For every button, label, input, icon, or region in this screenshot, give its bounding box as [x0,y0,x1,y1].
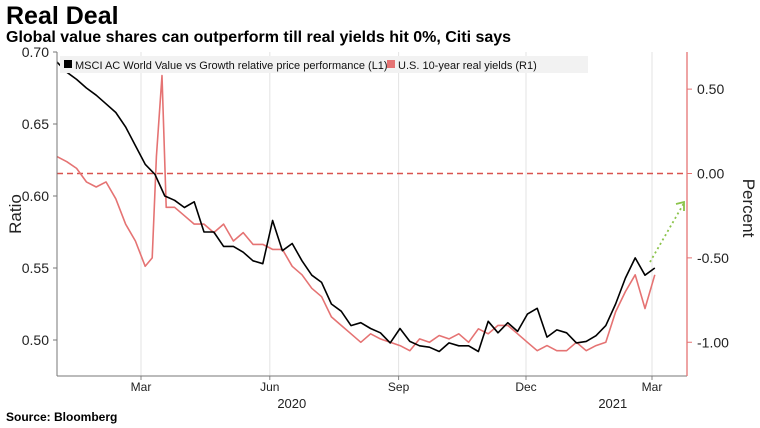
x-year-label: 2021 [598,396,627,411]
y-left-tick-label: 0.65 [22,116,49,132]
legend-label-value-growth: MSCI AC World Value vs Growth relative p… [75,60,388,72]
y-left-tick-label: 0.55 [22,260,49,276]
source-note: Source: Bloomberg [6,410,118,424]
y-left-axis-title: Ratio [6,194,25,234]
trend-arrow-head [675,200,685,211]
y-right-tick-label: 0.50 [697,81,724,97]
trend-arrow-annotation [649,200,685,263]
real-yields-series [56,74,656,352]
legend-background [60,56,588,73]
legend-swatch-real-yields [387,60,395,68]
real-yields-line [56,74,656,352]
axes [53,51,692,380]
y-right-tick-label: -0.50 [697,250,729,266]
legend-label-real-yields: U.S. 10-year real yields (R1) [398,60,537,72]
x-tick-label: Mar [642,380,663,394]
x-tick-label: Jun [260,380,279,394]
chart-title: Real Deal [6,2,119,30]
y-right-axis-title: Percent [739,179,758,238]
x-tick-label: Mar [131,380,152,394]
y-left-tick-label: 0.70 [22,44,49,60]
x-tick-label: Dec [515,380,536,394]
vertical-gridlines [140,52,653,376]
legend-swatch-value-growth [64,60,72,68]
chart-subtitle: Global value shares can outperform till … [6,29,512,46]
legend: MSCI AC World Value vs Growth relative p… [60,56,588,73]
x-tick-label: Sep [388,380,410,394]
value-growth-series [56,61,656,353]
value-growth-line [56,61,656,353]
y-right-tick-label: -1.00 [697,334,729,350]
axis-labels: Mar Jun Sep Dec Mar 2020 2021 0.70 0.65 0.60 0.55 0… [6,44,758,411]
y-right-tick-label: 0.00 [697,166,724,182]
trend-arrow-shaft [649,202,685,263]
y-left-tick-label: 0.50 [22,332,49,348]
y-left-tick-label: 0.60 [22,188,49,204]
x-year-label: 2020 [277,396,306,411]
